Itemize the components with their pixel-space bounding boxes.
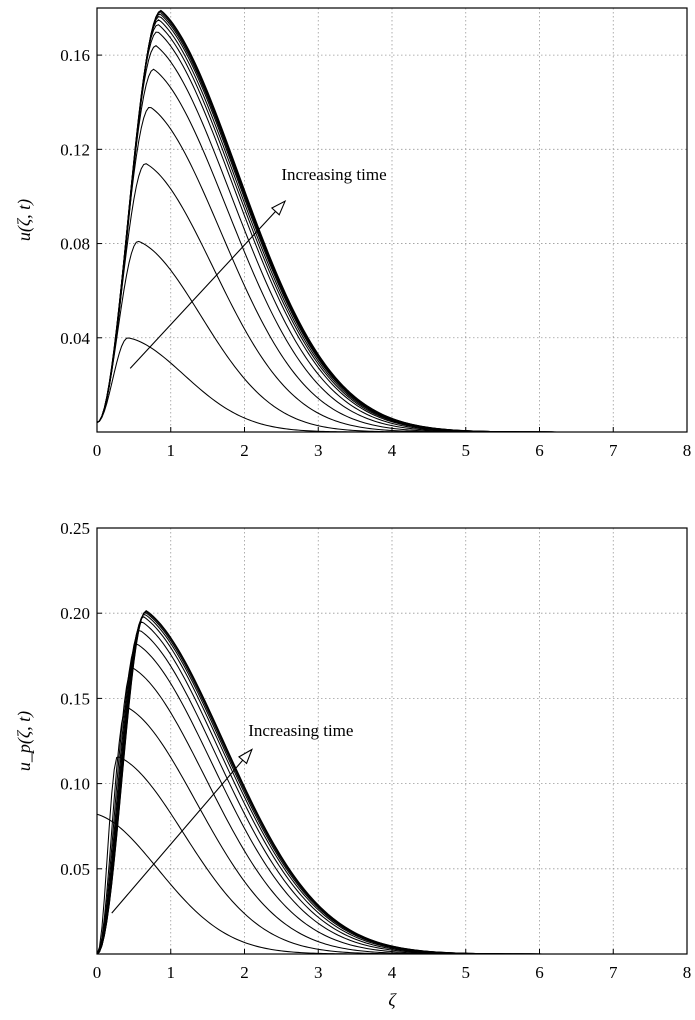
series-line bbox=[96, 643, 687, 955]
y-tick-label: 0.12 bbox=[60, 140, 90, 159]
annotation-text: Increasing time bbox=[248, 721, 353, 740]
y-tick-label: 0.05 bbox=[60, 860, 90, 879]
y-tick-label: 0.15 bbox=[60, 689, 90, 708]
x-tick-label: 2 bbox=[240, 963, 249, 982]
x-tick-label: 1 bbox=[167, 963, 176, 982]
series-line bbox=[96, 667, 687, 955]
x-tick-label: 3 bbox=[314, 441, 323, 460]
y-tick-label: 0.25 bbox=[60, 519, 90, 538]
y-tick-label: 0.10 bbox=[60, 775, 90, 794]
x-tick-label: 1 bbox=[167, 441, 176, 460]
x-tick-label: 8 bbox=[683, 963, 692, 982]
series-line bbox=[96, 163, 687, 433]
y-axis-label: u(ζ, t) bbox=[14, 199, 35, 241]
series-line bbox=[96, 19, 687, 433]
x-tick-label: 0 bbox=[93, 441, 102, 460]
x-tick-label: 6 bbox=[535, 963, 544, 982]
y-tick-label: 0.08 bbox=[60, 235, 90, 254]
annotation-arrow-head bbox=[238, 748, 253, 765]
x-tick-label: 7 bbox=[609, 963, 618, 982]
x-tick-label: 8 bbox=[683, 441, 692, 460]
series-line bbox=[96, 68, 687, 433]
x-tick-label: 2 bbox=[240, 441, 249, 460]
annotation-arrow-head bbox=[270, 199, 287, 216]
plot-panel-2: 0 1 2 3 4 5 6 7 8 0.05 0.10 0.15 0.20 0.25 u_p(ζ, t) ζ I… bbox=[14, 519, 691, 1010]
x-tick-label: 4 bbox=[388, 963, 397, 982]
y-tick-label: 0.20 bbox=[60, 604, 90, 623]
annotation-arrow-shaft bbox=[129, 200, 286, 369]
x-tick-label: 5 bbox=[462, 441, 471, 460]
y-tick-label: 0.16 bbox=[60, 46, 90, 65]
x-tick-label: 0 bbox=[93, 963, 102, 982]
y-axis-label: u_p(ζ, t) bbox=[14, 711, 35, 771]
x-axis-label: ζ bbox=[388, 990, 397, 1010]
x-tick-label: 4 bbox=[388, 441, 397, 460]
x-tick-label: 3 bbox=[314, 963, 323, 982]
y-tick-label: 0.04 bbox=[60, 329, 90, 348]
x-tick-label: 5 bbox=[462, 963, 471, 982]
x-tick-label: 7 bbox=[609, 441, 618, 460]
annotation-text: Increasing time bbox=[281, 165, 386, 184]
annotation-arrow-shaft bbox=[111, 749, 253, 914]
plot-panel-1: 0 1 2 3 4 5 6 7 8 0.04 0.08 0.12 0.16 u(ζ, t) Increasi… bbox=[14, 7, 692, 460]
series-line bbox=[96, 45, 687, 433]
x-tick-label: 6 bbox=[535, 441, 544, 460]
